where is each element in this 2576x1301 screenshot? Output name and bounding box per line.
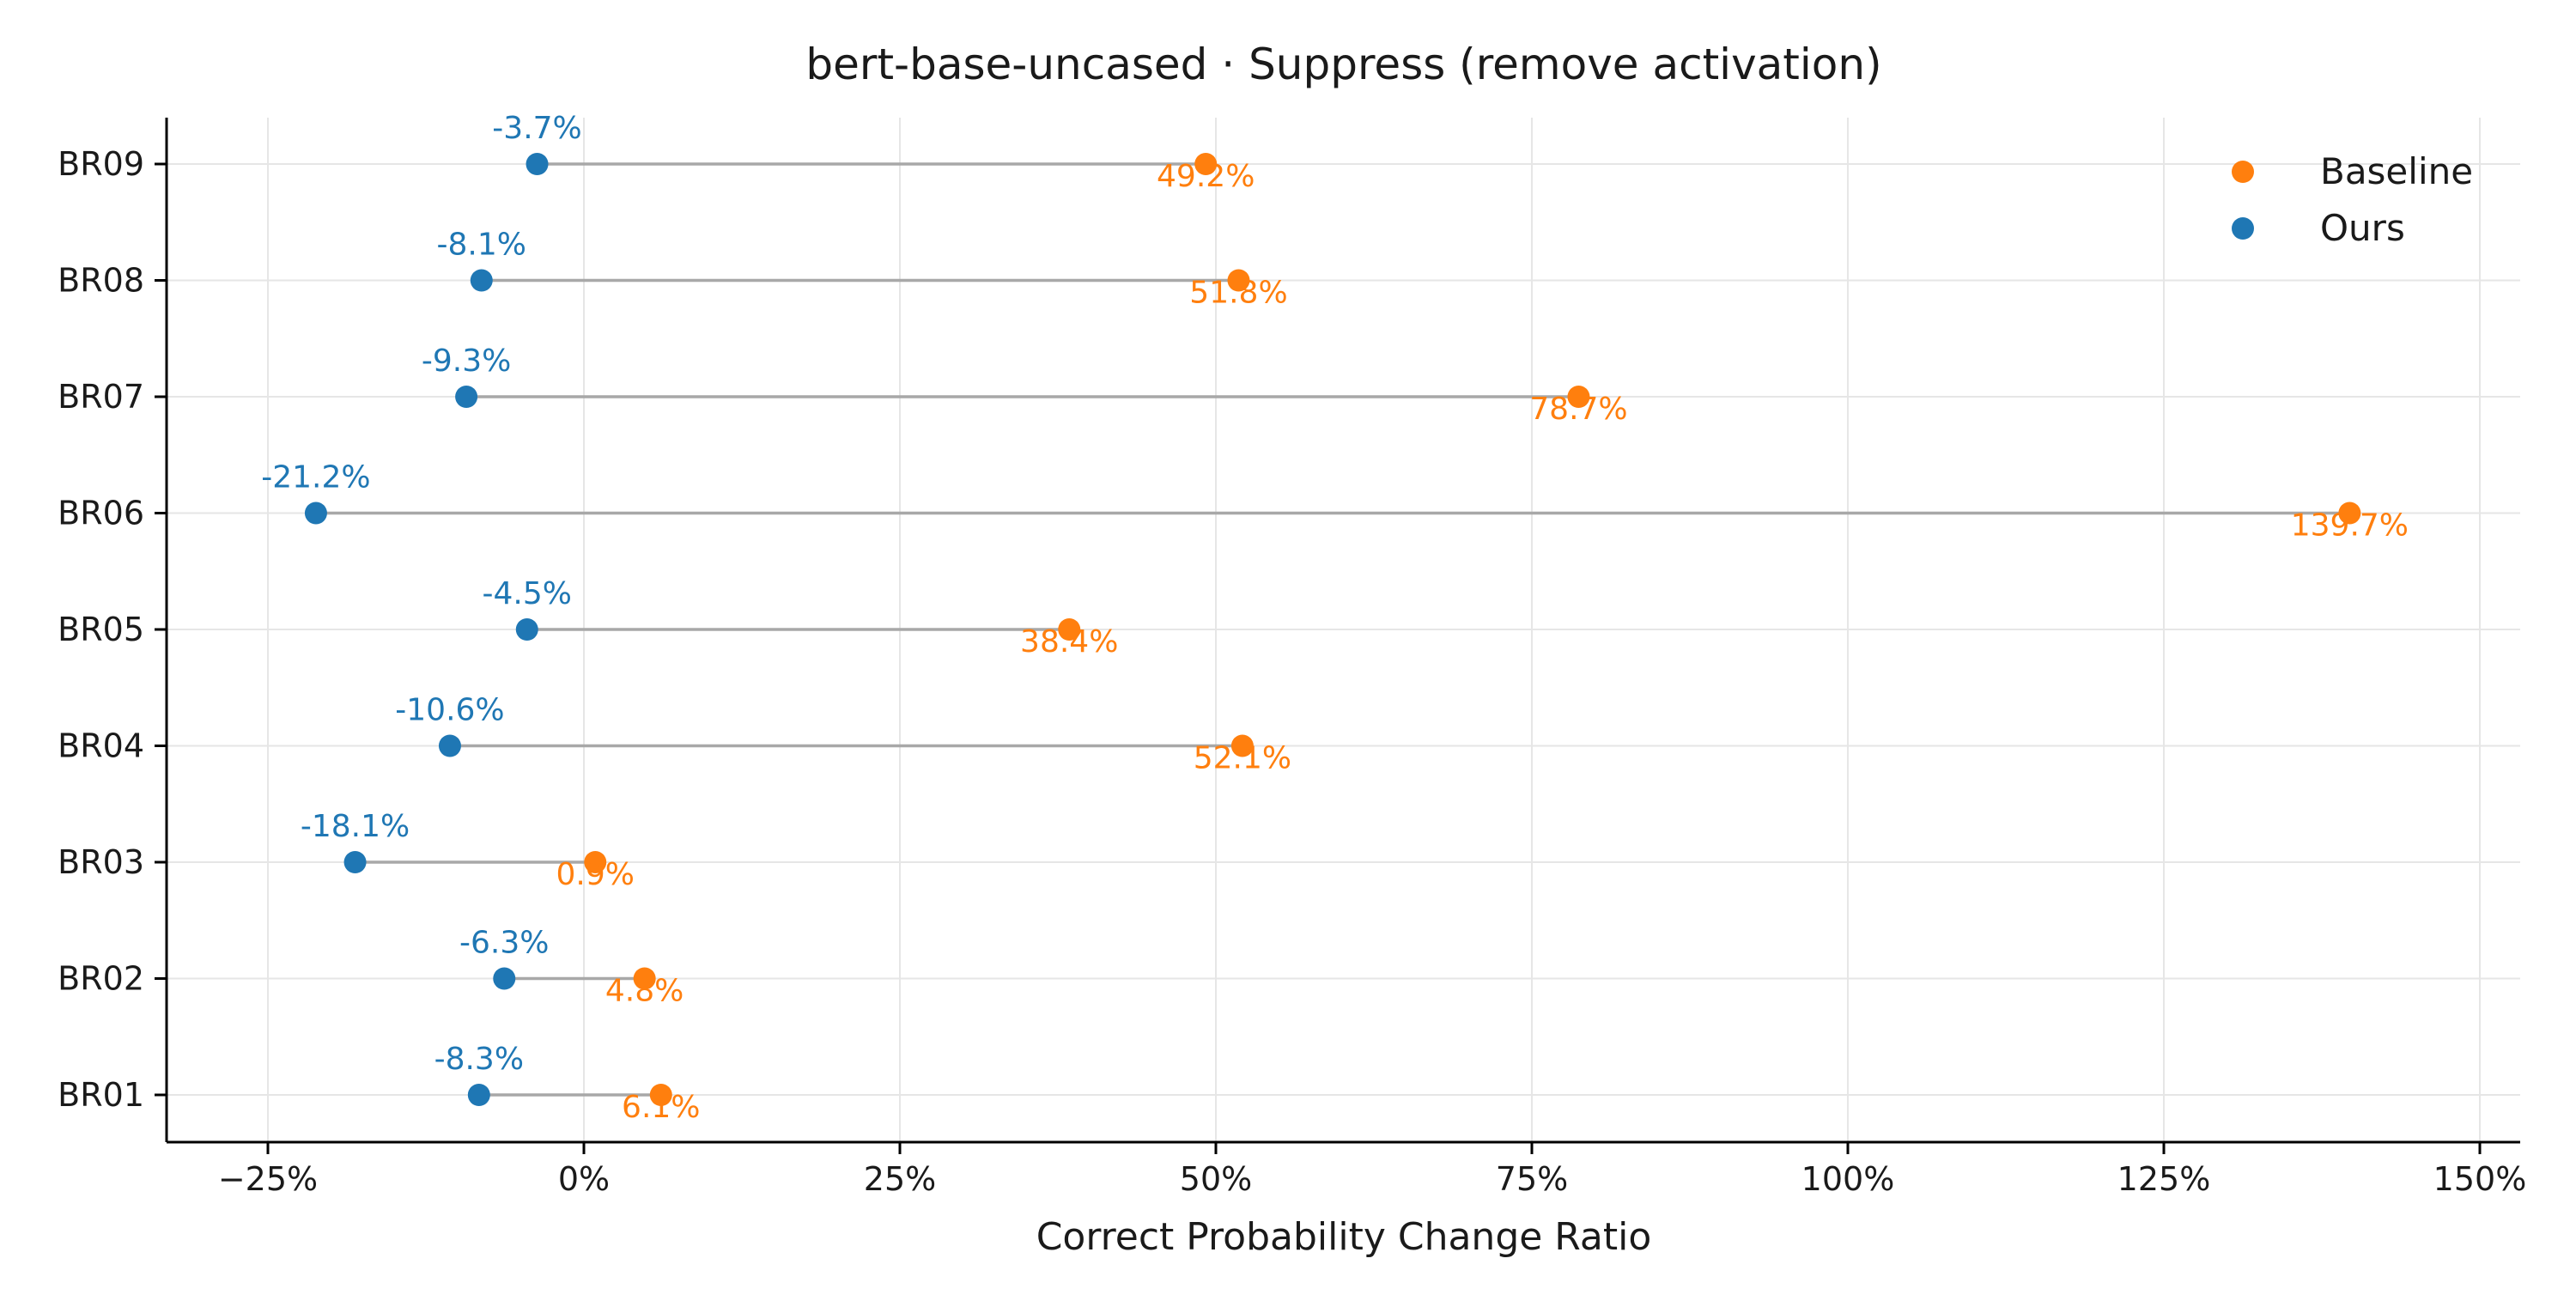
- x-tick-label: 100%: [1801, 1160, 1895, 1198]
- x-tick-label: 75%: [1496, 1160, 1568, 1198]
- ours-value-label: -8.3%: [434, 1042, 524, 1077]
- ours-point: [493, 967, 516, 990]
- x-tick-label: −25%: [218, 1160, 318, 1198]
- baseline-point: [1058, 618, 1081, 641]
- ours-value-label: -10.6%: [395, 693, 504, 728]
- ours-point: [455, 386, 478, 408]
- baseline-value-label: 51.8%: [1189, 276, 1287, 311]
- ours-value-label: -9.3%: [422, 343, 511, 379]
- baseline-value-label: 139.7%: [2291, 508, 2409, 544]
- x-tick-label: 0%: [558, 1160, 610, 1198]
- baseline-value-label: 78.7%: [1529, 392, 1627, 427]
- x-tick-label: 150%: [2433, 1160, 2527, 1198]
- x-tick-label: 50%: [1180, 1160, 1252, 1198]
- y-tick-label: BR08: [58, 262, 144, 300]
- baseline-point: [633, 967, 656, 990]
- baseline-value-label: 49.2%: [1157, 159, 1255, 194]
- legend-marker-baseline: [2232, 161, 2254, 183]
- x-tick-label: 125%: [2117, 1160, 2211, 1198]
- baseline-point: [649, 1084, 672, 1106]
- ours-point: [526, 153, 549, 175]
- y-tick-label: BR01: [58, 1076, 144, 1114]
- baseline-point: [2338, 502, 2361, 525]
- ours-value-label: -8.1%: [437, 228, 526, 263]
- point-layer: [304, 153, 2361, 1106]
- legend-marker-ours: [2232, 217, 2254, 240]
- baseline-point: [1567, 386, 1590, 408]
- legend-label-ours: Ours: [2320, 207, 2405, 249]
- y-tick-label: BR05: [58, 611, 144, 648]
- baseline-point: [1230, 734, 1254, 757]
- baseline-value-label: 52.1%: [1194, 741, 1291, 776]
- x-axis-label: Correct Probability Change Ratio: [1036, 1215, 1652, 1259]
- baseline-value-label: 4.8%: [605, 974, 683, 1009]
- y-tick-label: BR09: [58, 145, 144, 183]
- baseline-point: [584, 851, 607, 873]
- ours-value-label: -4.5%: [483, 576, 572, 611]
- ours-point: [515, 618, 538, 641]
- ours-value-label: -18.1%: [301, 809, 410, 844]
- baseline-value-label: 6.1%: [622, 1090, 700, 1125]
- tick-layer: −25% 0% 25% 50% 75% 100% 125% 150% BR09 BR08 BR07 B…: [58, 145, 2526, 1198]
- legend-label-baseline: Baseline: [2320, 150, 2473, 192]
- ours-value-label: -6.3%: [459, 926, 549, 961]
- baseline-value-label: 0.9%: [556, 857, 635, 892]
- label-layer: 49.2% 51.8% 78.7% 139.7% 38.4% 52.1% 0.9% 4.8% 6…: [261, 111, 2409, 1125]
- baseline-point: [1194, 153, 1218, 175]
- legend: Baseline Ours: [2232, 150, 2473, 249]
- ours-point: [467, 1084, 490, 1106]
- y-tick-label: BR04: [58, 727, 144, 765]
- ours-value-label: -3.7%: [492, 111, 581, 146]
- y-tick-label: BR02: [58, 960, 144, 998]
- connector-layer: [315, 162, 2350, 1097]
- ours-point: [304, 502, 327, 525]
- ours-value-label: -21.2%: [261, 460, 370, 495]
- baseline-point: [1227, 269, 1250, 292]
- y-tick-label: BR06: [58, 495, 144, 532]
- y-tick-label: BR07: [58, 378, 144, 416]
- x-tick-label: 25%: [864, 1160, 936, 1198]
- ours-point: [438, 734, 461, 757]
- y-tick-label: BR03: [58, 843, 144, 881]
- ours-point: [470, 269, 493, 292]
- chart-title: bert-base-uncased · Suppress (remove act…: [805, 40, 1881, 89]
- ours-point: [343, 851, 367, 873]
- baseline-value-label: 38.4%: [1020, 624, 1118, 660]
